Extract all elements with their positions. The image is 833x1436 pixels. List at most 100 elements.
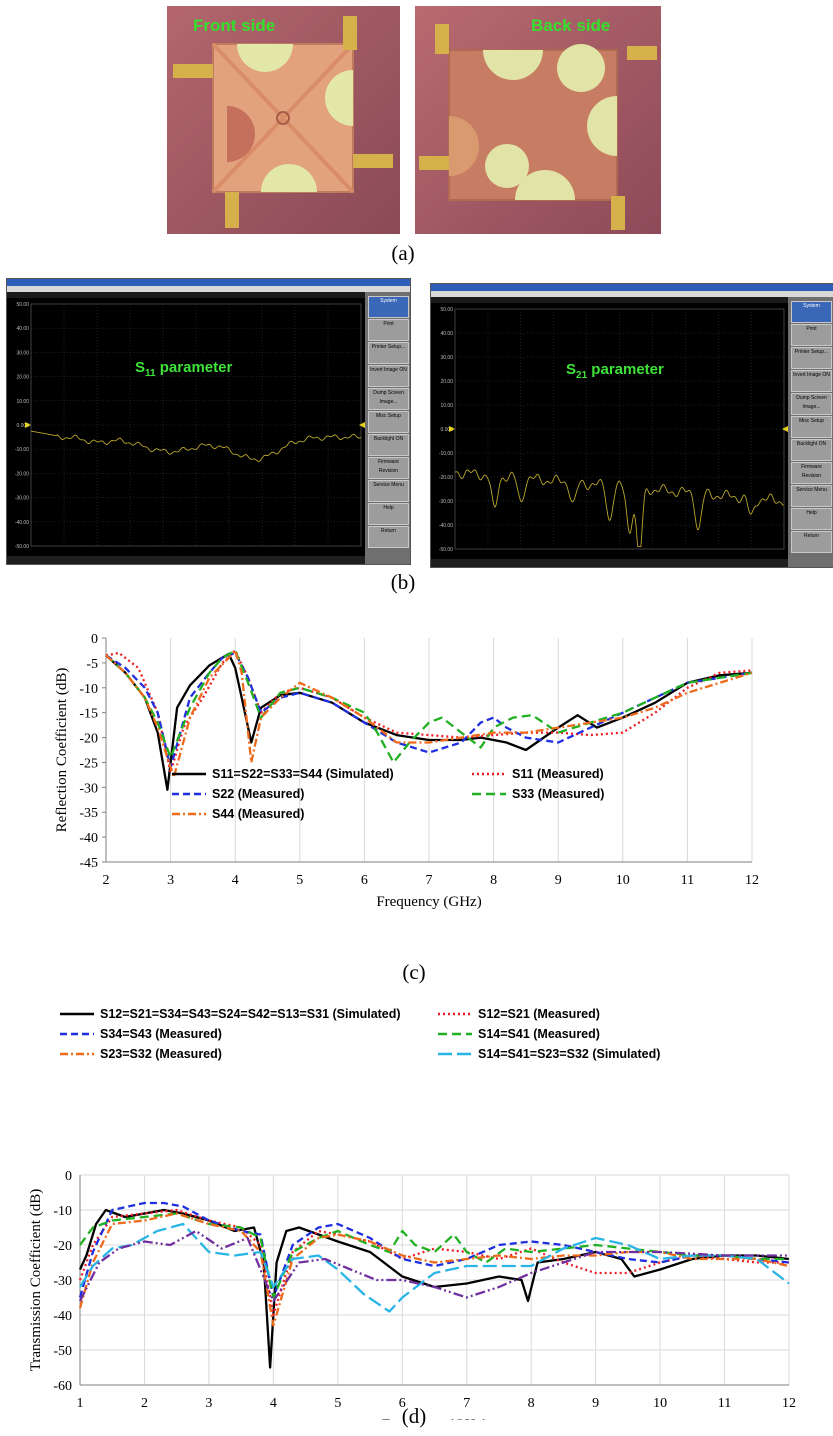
softkey-dump-screen-image[interactable]: Dump Screen Image...	[368, 388, 409, 410]
x-axis-title: Frequency (GHz)	[382, 1417, 487, 1420]
caption-b: (b)	[390, 570, 416, 594]
softkey-help[interactable]: Help	[368, 503, 409, 525]
series-line-3	[78, 1201, 790, 1299]
vna-y-tick: -50.00	[439, 547, 453, 553]
softkey-backlight-on[interactable]: Backlight ON	[368, 434, 409, 456]
vna-y-tick: 10.00	[440, 403, 453, 409]
vna-y-tick: -20.00	[15, 471, 29, 477]
y-tick-label: -50	[53, 1344, 72, 1359]
vna-right-param-label: S21 parameter	[566, 361, 664, 381]
vna-screen-right: 50.00 40.00 30.00 20.00 10.00 0.000 -10.00 -20.…	[430, 283, 833, 568]
softkey-misc-setup[interactable]: Misc Setup	[368, 411, 409, 433]
vna-right-titlebar	[431, 284, 833, 291]
series-line-5	[105, 649, 753, 779]
series-line-7	[78, 1229, 789, 1303]
vna-ref-marker	[25, 422, 31, 428]
x-tick-label: 10	[616, 873, 630, 888]
vna-y-tick: -40.00	[15, 520, 29, 526]
x-tick-label: 11	[681, 873, 694, 888]
reflection-chart: 0 -5 -10 -15 -20 -25 -30 -35 -40 -45 2 3 4 5 6 7 8 9 10 11 1…	[54, 632, 759, 910]
softkey-printer-setup[interactable]: Printer Setup...	[368, 342, 409, 364]
x-tick-label: 9	[592, 1396, 599, 1411]
y-tick-label: -20	[53, 1239, 72, 1254]
vna-left-menubar	[7, 286, 410, 292]
y-tick-label: 0	[65, 1169, 72, 1184]
x-tick-label: 8	[490, 873, 497, 888]
y-tick-label: -25	[79, 756, 98, 771]
softkey-return[interactable]: Return	[368, 526, 409, 548]
softkey-firmware-revision[interactable]: Firmware Revision	[368, 457, 409, 479]
y-axis-title: Reflection Coefficient (dB)	[54, 668, 70, 833]
y-tick-label: -15	[79, 707, 98, 722]
vna-right-param-sub: 21	[576, 370, 588, 381]
series-line-1	[78, 1208, 790, 1369]
softkey-invert-image-on[interactable]: Invert Image ON	[791, 370, 832, 392]
y-tick-label: 0	[91, 632, 98, 647]
x-tick-label: 8	[528, 1396, 535, 1411]
vna-left-plot: 50.00 40.00 30.00 20.00 10.00 0.000 -10.00 -20.…	[15, 302, 365, 550]
vna-y-tick: -10.00	[439, 451, 453, 457]
series-line-5	[78, 1212, 790, 1327]
softkey-system[interactable]: System	[368, 296, 409, 318]
softkey-print[interactable]: Print	[368, 319, 409, 341]
x-tick-label: 7	[463, 1396, 470, 1411]
softkey-misc-setup[interactable]: Misc Setup	[791, 416, 832, 438]
front-side-photo-image	[167, 6, 400, 234]
softkey-system[interactable]: System	[791, 301, 832, 323]
vna-y-tick: 30.00	[440, 355, 453, 361]
softkey-firmware-revision[interactable]: Firmware Revision	[791, 462, 832, 484]
x-tick-label: 4	[270, 1396, 277, 1411]
x-tick-label: 11	[718, 1396, 731, 1411]
vna-left-param-main: S	[135, 359, 146, 376]
x-tick-label: 12	[745, 873, 759, 888]
vna-left-trace-header	[7, 292, 365, 298]
legend-label: S33 (Measured)	[512, 787, 604, 801]
vna-left-statusbar	[7, 556, 365, 564]
vna-y-tick: 30.00	[16, 350, 29, 356]
vna-y-tick: 0.000	[16, 423, 29, 429]
vna-right-param-rest: parameter	[587, 361, 664, 378]
y-tick-label: -40	[53, 1309, 72, 1324]
vna-y-tick: 40.00	[16, 326, 29, 332]
x-tick-label: 2	[141, 1396, 148, 1411]
vna-ref-marker	[449, 426, 455, 432]
vna-right-menubar	[431, 291, 833, 297]
softkey-printer-setup[interactable]: Printer Setup...	[791, 347, 832, 369]
vna-left-param-rest: parameter	[155, 359, 233, 376]
vna-left-softkeys: System Print Printer Setup... Invert Image …	[365, 292, 410, 564]
vna-right-trace-header	[431, 297, 788, 303]
vna-left-titlebar	[7, 279, 410, 286]
vna-trace	[30, 430, 362, 462]
y-tick-label: -60	[53, 1379, 72, 1394]
softkey-help[interactable]: Help	[791, 508, 832, 530]
legend-label: S44 (Measured)	[212, 807, 304, 821]
y-tick-label: -40	[79, 831, 98, 846]
softkey-return[interactable]: Return	[791, 531, 832, 553]
legend-label: S34=S43 (Measured)	[100, 1027, 222, 1041]
softkey-backlight-on[interactable]: Backlight ON	[791, 439, 832, 461]
vna-y-tick: 20.00	[440, 379, 453, 385]
vna-right-softkeys: System Print Printer Setup... Invert Image …	[788, 297, 833, 567]
vna-y-tick: -50.00	[15, 544, 29, 550]
softkey-dump-screen-image[interactable]: Dump Screen Image...	[791, 393, 832, 415]
softkey-service-menu[interactable]: Service Menu	[368, 480, 409, 502]
vna-y-tick: -30.00	[439, 499, 453, 505]
x-axis-title: Frequency (GHz)	[376, 894, 481, 910]
y-tick-label: -30	[53, 1274, 72, 1289]
caption-d: (d)	[401, 1404, 427, 1428]
legend-label: S11 (Measured)	[512, 767, 604, 781]
series-line-6	[79, 1222, 790, 1313]
softkey-invert-image-on[interactable]: Invert Image ON	[368, 365, 409, 387]
y-axis-title: Transmission Coefficient (dB)	[28, 1189, 44, 1372]
softkey-print[interactable]: Print	[791, 324, 832, 346]
vna-right-statusbar	[431, 559, 788, 567]
y-tick-label: -30	[79, 781, 98, 796]
vna-screen-left: 50.00 40.00 30.00 20.00 10.00 0.000 -10.00 -20.…	[6, 278, 411, 565]
y-tick-label: -10	[79, 682, 98, 697]
legend-label: S12=S21=S34=S43=S24=S42=S13=S31 (Simulat…	[100, 1007, 401, 1021]
vna-y-tick: 40.00	[440, 331, 453, 337]
vna-y-tick: 20.00	[16, 375, 29, 381]
softkey-service-menu[interactable]: Service Menu	[791, 485, 832, 507]
x-tick-label: 5	[334, 1396, 341, 1411]
vna-right-param-main: S	[566, 361, 577, 378]
